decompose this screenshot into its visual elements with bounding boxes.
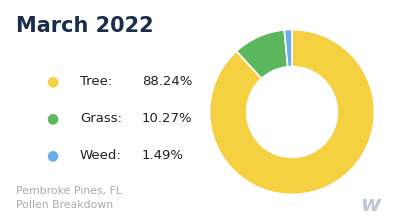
Wedge shape xyxy=(236,30,288,78)
Text: ●: ● xyxy=(46,75,58,89)
Text: March 2022: March 2022 xyxy=(16,16,154,36)
Text: Grass:: Grass: xyxy=(80,112,122,125)
Text: Pembroke Pines, FL
Pollen Breakdown: Pembroke Pines, FL Pollen Breakdown xyxy=(16,186,122,210)
Text: 10.27%: 10.27% xyxy=(142,112,193,125)
Wedge shape xyxy=(284,30,292,67)
Text: w: w xyxy=(360,195,380,215)
Text: ●: ● xyxy=(46,112,58,126)
Text: ●: ● xyxy=(46,149,58,163)
Text: Tree:: Tree: xyxy=(80,75,112,88)
Text: 88.24%: 88.24% xyxy=(142,75,192,88)
Text: 1.49%: 1.49% xyxy=(142,149,184,162)
Text: Weed:: Weed: xyxy=(80,149,122,162)
Wedge shape xyxy=(210,30,374,194)
